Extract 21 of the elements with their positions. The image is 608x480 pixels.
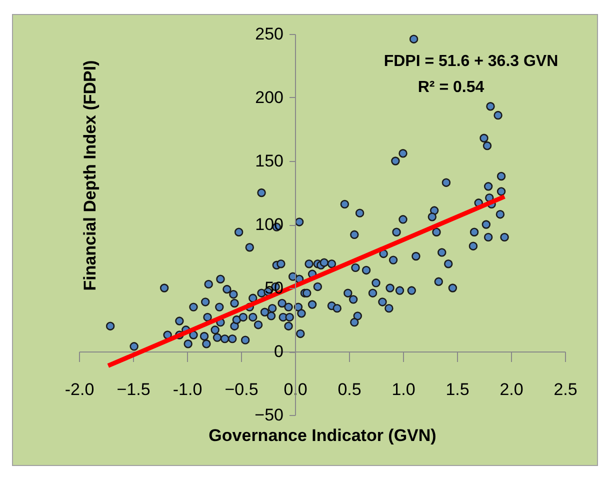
y-tick-label: 0 bbox=[274, 342, 284, 361]
annotation: FDPI = 51.6 + 36.3 GVN bbox=[384, 53, 558, 70]
x-tick-label: −1.5 bbox=[116, 380, 150, 399]
x-tick-label: 0.5 bbox=[338, 380, 362, 399]
x-tick-label: 1.5 bbox=[446, 380, 470, 399]
x-axis-title: Governance Indicator (GVN) bbox=[208, 426, 436, 445]
x-tick-label: −0.5 bbox=[224, 380, 258, 399]
x-tick-label: -2.0 bbox=[64, 380, 94, 399]
x-tick-label: 1.0 bbox=[392, 380, 416, 399]
x-tick-label: 0.0 bbox=[284, 380, 308, 399]
y-tick-label: 100 bbox=[255, 215, 284, 234]
y-tick-label: 250 bbox=[255, 24, 284, 44]
y-tick-label: 150 bbox=[255, 152, 284, 170]
y-axis-title: Financial Depth Index (FDPI) bbox=[80, 60, 100, 291]
x-tick-label: -1.0 bbox=[172, 380, 202, 399]
annotation: R² = 0.54 bbox=[418, 79, 484, 96]
x-tick-label: 2.5 bbox=[554, 380, 578, 399]
y-tick-label: 200 bbox=[255, 88, 284, 107]
y-tick-label: 50 bbox=[264, 278, 284, 298]
y-tick-label: −50 bbox=[254, 406, 284, 424]
x-tick-label: 2.0 bbox=[500, 380, 524, 399]
